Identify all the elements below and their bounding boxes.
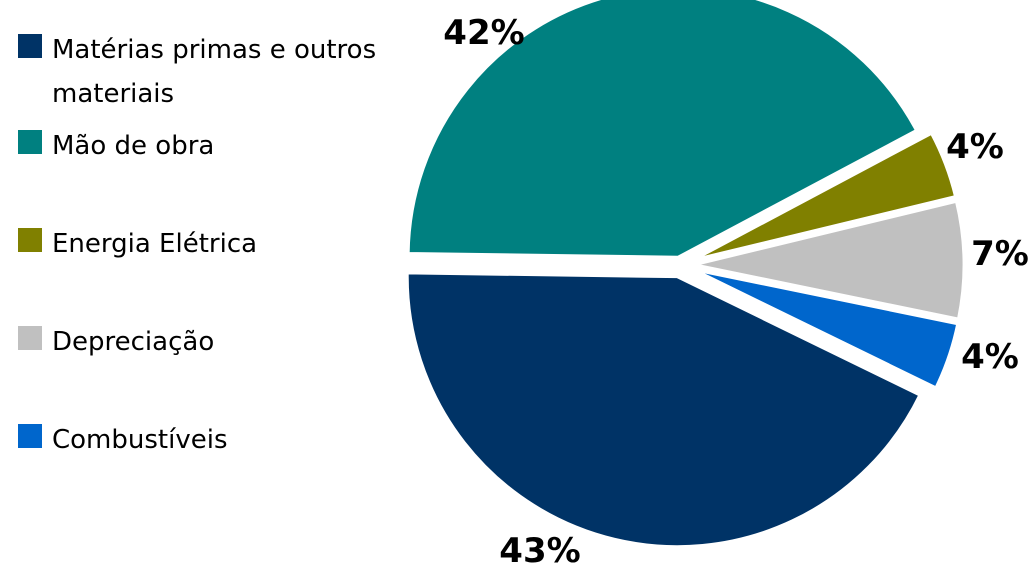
- legend-label-depreciacao: Depreciação: [52, 327, 215, 357]
- legend-label-materias-primas: Matérias primas e outros materiais: [52, 35, 377, 109]
- legend-label-combustiveis: Combustíveis: [52, 425, 228, 455]
- pie-slice-1: [406, 0, 919, 259]
- pie-slice-3: [693, 199, 966, 321]
- legend-label-energia-eletrica: Energia Elétrica: [52, 229, 258, 259]
- legend-swatch-mao-de-obra: [18, 130, 42, 154]
- legend-item-depreciacao: Depreciação: [18, 320, 428, 364]
- legend-label-mao-de-obra: Mão de obra: [52, 131, 215, 161]
- pie-slice-0: [405, 271, 922, 549]
- legend-item-materias-primas: Matérias primas e outros materiais: [18, 28, 428, 116]
- slice-percent-label-4: 4%: [961, 337, 1019, 377]
- legend-swatch-combustiveis: [18, 424, 42, 448]
- slice-percent-label-0: 43%: [499, 531, 580, 571]
- slice-percent-label-1: 42%: [443, 13, 524, 53]
- legend-swatch-depreciacao: [18, 326, 42, 350]
- legend-item-mao-de-obra: Mão de obra: [18, 124, 428, 168]
- legend-item-combustiveis: Combustíveis: [18, 418, 428, 462]
- pie-slice-2: [692, 131, 958, 262]
- pie-slice-4: [692, 268, 960, 390]
- slice-percent-label-3: 7%: [971, 234, 1029, 274]
- legend-swatch-materias-primas: [18, 34, 42, 58]
- legend-swatch-energia-eletrica: [18, 228, 42, 252]
- slice-percent-label-2: 4%: [946, 127, 1004, 167]
- legend-item-energia-eletrica: Energia Elétrica: [18, 222, 428, 266]
